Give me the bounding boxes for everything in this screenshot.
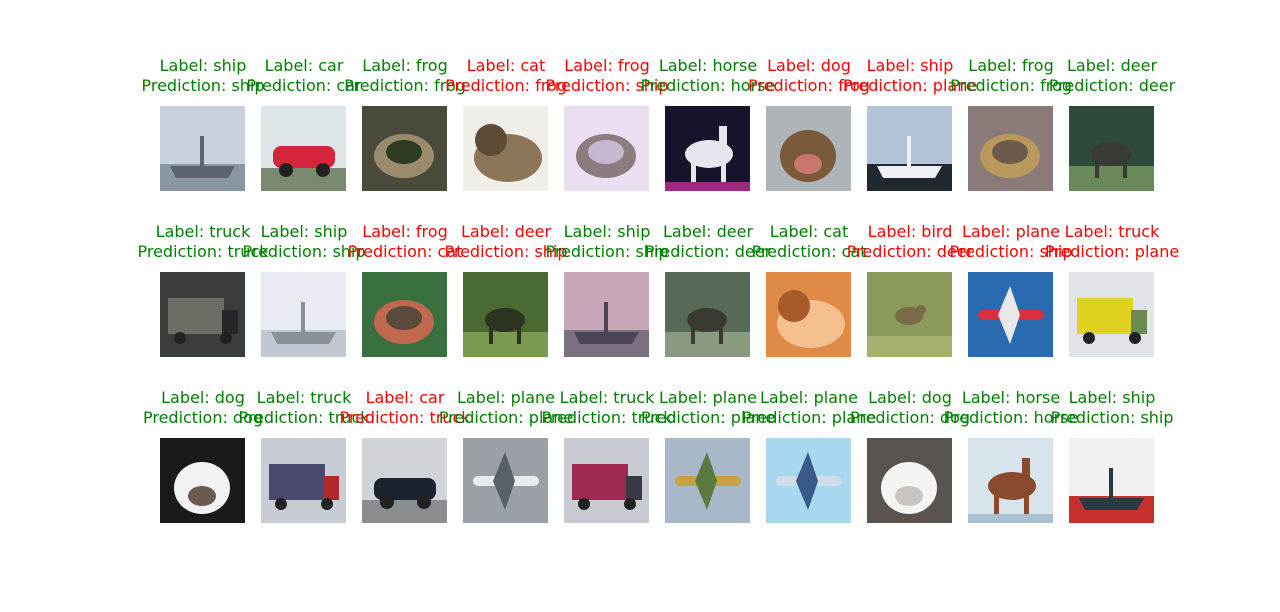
true-label: Label: ship <box>159 56 247 75</box>
predicted-label: Prediction: ship <box>545 242 669 261</box>
plane-photo <box>766 438 851 523</box>
car-photo <box>261 106 346 191</box>
predicted-label: Prediction: plane <box>842 76 978 95</box>
predicted-label: Prediction: plane <box>741 408 877 427</box>
dog-photo <box>867 438 952 523</box>
true-label: Label: frog <box>564 56 650 75</box>
true-label: Label: frog <box>362 222 448 241</box>
predicted-label: Prediction: car <box>246 76 362 95</box>
dog-photo <box>160 438 245 523</box>
ship-photo <box>160 106 245 191</box>
deer-photo <box>665 272 750 357</box>
true-label: Label: frog <box>362 56 448 75</box>
predicted-label: Prediction: truck <box>339 408 471 427</box>
truck-photo <box>160 272 245 357</box>
frog-photo <box>968 106 1053 191</box>
true-label: Label: bird <box>867 222 953 241</box>
truck-photo <box>564 438 649 523</box>
true-label: Label: cat <box>466 56 546 75</box>
bird-photo <box>867 272 952 357</box>
true-label: Label: truck <box>1064 222 1160 241</box>
predicted-label: Prediction: ship <box>141 76 265 95</box>
predicted-label: Prediction: cat <box>347 242 463 261</box>
predicted-label: Prediction: cat <box>751 242 867 261</box>
car-photo <box>362 438 447 523</box>
true-label: Label: truck <box>155 222 251 241</box>
truck-photo <box>261 438 346 523</box>
predicted-label: Prediction: frog <box>748 76 870 95</box>
ship-photo <box>261 272 346 357</box>
predicted-label: Prediction: frog <box>344 76 466 95</box>
predicted-label: Prediction: horse <box>640 76 776 95</box>
true-label: Label: ship <box>866 56 954 75</box>
true-label: Label: plane <box>658 388 758 407</box>
predicted-label: Prediction: horse <box>943 408 1079 427</box>
ship-photo <box>1069 438 1154 523</box>
predicted-label: Prediction: dog <box>142 408 264 427</box>
plane-photo <box>463 438 548 523</box>
predicted-label: Prediction: ship <box>242 242 366 261</box>
true-label: Label: frog <box>968 56 1054 75</box>
true-label: Label: deer <box>460 222 552 241</box>
predicted-label: Prediction: truck <box>137 242 269 261</box>
true-label: Label: dog <box>767 56 851 75</box>
predicted-label: Prediction: ship <box>545 76 669 95</box>
true-label: Label: ship <box>1068 388 1156 407</box>
plane-photo <box>968 272 1053 357</box>
plane-photo <box>665 438 750 523</box>
true-label: Label: car <box>264 56 344 75</box>
true-label: Label: dog <box>868 388 952 407</box>
horse-photo <box>968 438 1053 523</box>
deer-photo <box>1069 106 1154 191</box>
ship-photo <box>564 272 649 357</box>
predicted-label: Prediction: deer <box>1048 76 1176 95</box>
dog-photo <box>766 106 851 191</box>
true-label: Label: dog <box>161 388 245 407</box>
true-label: Label: deer <box>1066 56 1158 75</box>
predicted-label: Prediction: ship <box>1050 408 1174 427</box>
predicted-label: Prediction: frog <box>950 76 1072 95</box>
true-label: Label: horse <box>961 388 1061 407</box>
horse-photo <box>665 106 750 191</box>
predicted-label: Prediction: plane <box>438 408 574 427</box>
ship-photo <box>867 106 952 191</box>
predicted-label: Prediction: ship <box>949 242 1073 261</box>
true-label: Label: ship <box>260 222 348 241</box>
predicted-label: Prediction: dog <box>849 408 971 427</box>
frog-photo <box>362 106 447 191</box>
true-label: Label: cat <box>769 222 849 241</box>
predicted-label: Prediction: plane <box>1044 242 1180 261</box>
predicted-label: Prediction: frog <box>445 76 567 95</box>
frog-photo <box>564 106 649 191</box>
true-label: Label: truck <box>559 388 655 407</box>
true-label: Label: horse <box>658 56 758 75</box>
predicted-label: Prediction: plane <box>640 408 776 427</box>
predicted-label: Prediction: truck <box>238 408 370 427</box>
true-label: Label: car <box>365 388 445 407</box>
cat-photo <box>463 106 548 191</box>
true-label: Label: plane <box>759 388 859 407</box>
predicted-label: Prediction: deer <box>846 242 974 261</box>
frog-photo <box>362 272 447 357</box>
cat-photo <box>766 272 851 357</box>
true-label: Label: truck <box>256 388 352 407</box>
truck-photo <box>1069 272 1154 357</box>
predicted-label: Prediction: truck <box>541 408 673 427</box>
predicted-label: Prediction: ship <box>444 242 568 261</box>
true-label: Label: deer <box>662 222 754 241</box>
true-label: Label: plane <box>961 222 1061 241</box>
predicted-label: Prediction: deer <box>644 242 772 261</box>
deer-photo <box>463 272 548 357</box>
true-label: Label: ship <box>563 222 651 241</box>
true-label: Label: plane <box>456 388 556 407</box>
